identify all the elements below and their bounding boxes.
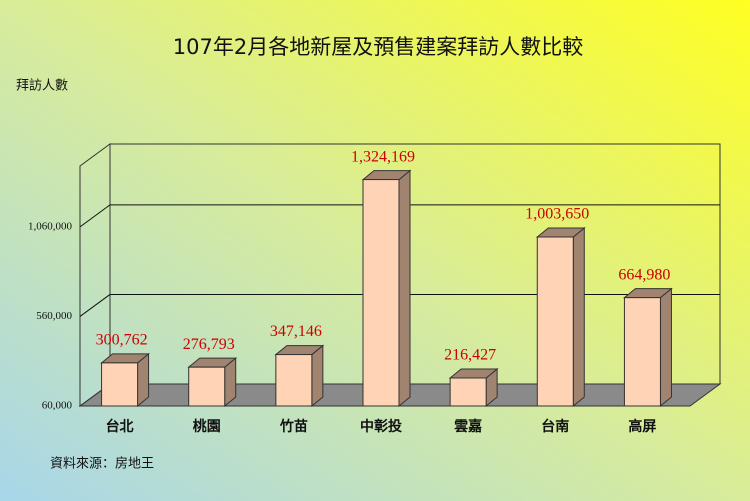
source-note: 資料來源：房地王 [50,456,154,472]
data-label: 347,146 [270,323,322,340]
x-tick-label: 台北 [106,418,134,435]
bar [188,366,226,407]
bar-side [311,344,324,408]
data-label: 1,324,169 [351,148,415,165]
y-tick-label: 1,060,000 [28,220,73,232]
x-tick-label: 中彰投 [360,418,402,435]
x-tick-label: 高屏 [628,418,656,435]
data-label: 216,427 [444,347,496,364]
data-label: 300,762 [96,332,148,349]
data-label: 664,980 [618,266,670,283]
y-axis-label: 拜訪人數 [16,78,68,94]
grid-line [79,204,111,228]
y-tick-label: 560,000 [36,310,72,322]
bar [275,354,313,407]
x-tick-label: 桃園 [193,418,221,435]
x-tick-label: 雲嘉 [454,418,482,435]
y-tick-label: 60,000 [42,400,73,412]
data-label: 276,793 [183,336,235,353]
grid-line [79,294,111,317]
x-tick-label: 台南 [541,418,569,435]
bar [536,236,574,407]
back-wall [109,143,721,385]
data-label: 1,003,650 [525,206,589,223]
bar [362,179,400,407]
bar [101,362,139,407]
bar-side [398,169,411,408]
x-tick-label: 竹苗 [279,418,308,435]
bar-side [572,226,585,408]
chart-title: 107年2月各地新屋及預售建案拜訪人數比較 [173,35,583,59]
bar [449,377,487,407]
bar-side [659,287,672,408]
bar [623,297,661,407]
